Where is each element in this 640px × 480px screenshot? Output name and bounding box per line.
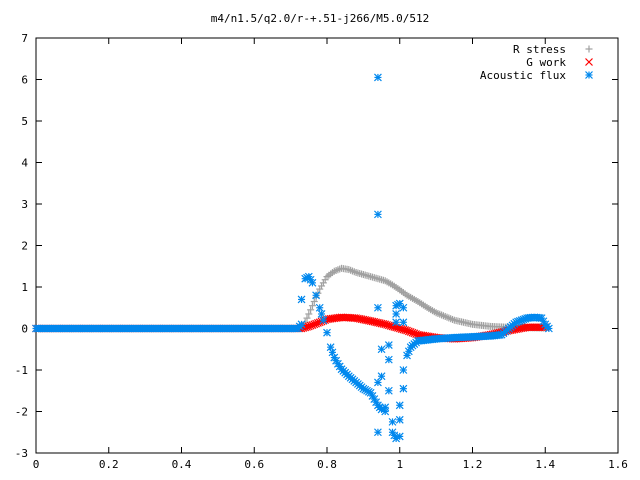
data-point (399, 366, 408, 374)
data-point (319, 279, 327, 287)
data-point (392, 310, 401, 318)
data-point (315, 303, 324, 312)
data-point (297, 295, 306, 304)
data-point (326, 343, 335, 352)
data-point (395, 432, 404, 441)
data-point (381, 407, 390, 416)
data-point (388, 417, 397, 426)
data-point (544, 324, 553, 333)
legend-marker (585, 71, 593, 79)
data-point (317, 310, 326, 318)
legend-label: Acoustic flux (480, 69, 566, 82)
data-point (308, 302, 316, 310)
data-point (319, 316, 328, 325)
data-point (374, 210, 382, 219)
plot-frame (35, 37, 619, 454)
axes: 0 0.2 0.4 0.6 0.8 1 1.2 1.4 1.6 -3 -2 -1 0 1 2 3 4 5 6 7 (15, 32, 628, 471)
data-point (377, 372, 386, 381)
y-tick-label: 5 (21, 115, 28, 128)
y-tick-label: 4 (21, 157, 28, 170)
data-point (384, 355, 393, 364)
x-tick-label: 0.6 (244, 458, 264, 471)
data-point (303, 314, 311, 322)
data-point (307, 306, 315, 314)
data-point (384, 386, 393, 395)
y-tick-label: -1 (15, 364, 28, 377)
y-tick-label: -2 (15, 406, 28, 419)
y-tick-label: 0 (21, 323, 28, 336)
data-point (377, 345, 386, 354)
data-point (323, 328, 331, 337)
data-point (395, 415, 404, 424)
y-tick-label: 3 (21, 198, 28, 211)
data-point (308, 278, 317, 287)
data-point (399, 318, 408, 327)
x-tick-label: 0.4 (172, 458, 192, 471)
data-point (399, 303, 408, 312)
data-point (374, 378, 382, 387)
data-point (395, 401, 404, 410)
x-tick-label: 1.6 (608, 458, 628, 471)
data-point (374, 303, 382, 312)
data-point (321, 276, 329, 284)
y-tick-label: 6 (21, 74, 28, 87)
y-tick-label: 7 (21, 32, 28, 45)
data-point (310, 298, 318, 306)
x-tick-label: 0.8 (317, 458, 337, 471)
data-marks (32, 73, 553, 443)
chart-title: m4/n1.5/q2.0/r-+.51-j266/M5.0/512 (211, 12, 430, 25)
legend-label: G work (526, 56, 566, 69)
data-point (328, 348, 337, 357)
data-point (399, 384, 408, 393)
x-tick-label: 1.4 (535, 458, 555, 471)
series-3 (32, 73, 553, 443)
series-1 (32, 264, 549, 332)
y-tick-label: 1 (21, 281, 28, 294)
data-point (297, 320, 306, 329)
data-point (316, 285, 324, 293)
data-point (374, 73, 382, 82)
y-tick-label: -3 (15, 447, 28, 460)
x-tick-label: 1 (396, 458, 403, 471)
data-point (392, 318, 401, 327)
data-point (305, 310, 313, 318)
x-tick-label: 0.2 (99, 458, 119, 471)
data-point (312, 291, 321, 300)
data-point (374, 428, 382, 437)
x-tick-label: 1.2 (463, 458, 483, 471)
x-tick-label: 0 (33, 458, 40, 471)
legend-label: R stress (513, 43, 566, 56)
data-point (318, 282, 326, 290)
data-point (384, 341, 393, 350)
y-tick-label: 2 (21, 240, 28, 253)
legend-marker (585, 45, 593, 53)
legend-marker (585, 58, 593, 66)
